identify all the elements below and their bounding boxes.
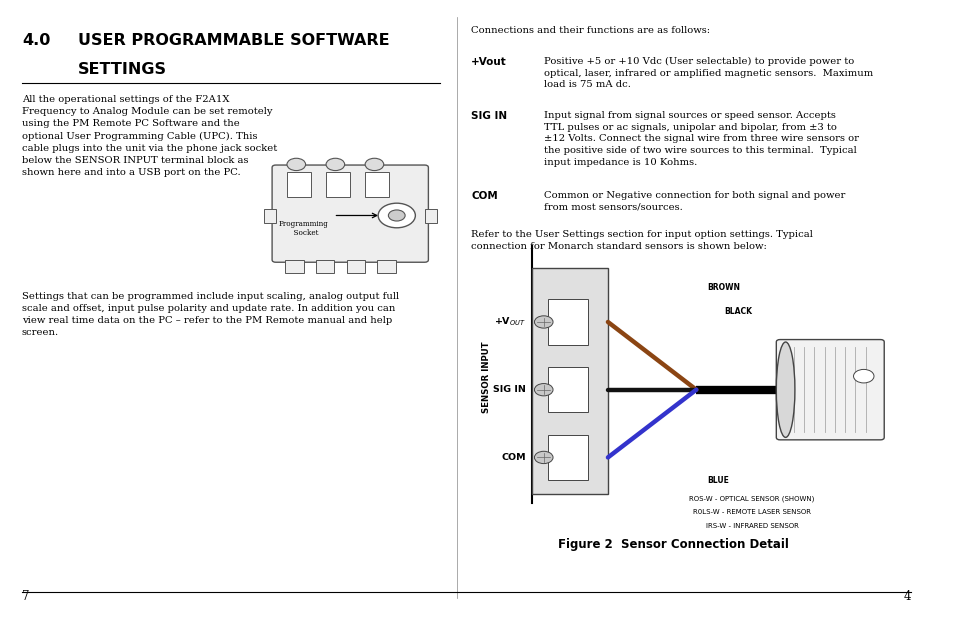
Text: Settings that can be programmed include input scaling, analog output full
scale : Settings that can be programmed include … xyxy=(22,292,398,337)
Text: BROWN: BROWN xyxy=(707,284,740,292)
Circle shape xyxy=(853,370,873,383)
Bar xyxy=(365,172,389,197)
Circle shape xyxy=(534,384,553,396)
Circle shape xyxy=(534,451,553,464)
Text: IRS-W - INFRARED SENSOR: IRS-W - INFRARED SENSOR xyxy=(705,523,798,528)
Bar xyxy=(424,210,436,223)
Circle shape xyxy=(388,210,405,221)
Bar xyxy=(548,435,587,480)
Bar xyxy=(285,260,303,273)
Text: BLUE: BLUE xyxy=(707,476,729,485)
Text: SETTINGS: SETTINGS xyxy=(77,62,167,77)
Text: All the operational settings of the F2A1X
Frequency to Analog Module can be set : All the operational settings of the F2A1… xyxy=(22,95,276,177)
Bar xyxy=(376,260,395,273)
Bar xyxy=(315,260,335,273)
Text: Programming
  Socket: Programming Socket xyxy=(278,220,329,237)
Ellipse shape xyxy=(776,342,794,438)
Text: SIG IN: SIG IN xyxy=(493,385,525,394)
Text: COM: COM xyxy=(471,191,497,201)
Circle shape xyxy=(534,316,553,328)
Circle shape xyxy=(326,158,344,171)
Bar xyxy=(287,172,311,197)
Text: 4.0: 4.0 xyxy=(22,33,51,48)
Bar xyxy=(346,260,365,273)
Text: Connections and their functions are as follows:: Connections and their functions are as f… xyxy=(471,26,710,35)
Text: Common or Negative connection for both signal and power
from most sensors/source: Common or Negative connection for both s… xyxy=(543,191,844,212)
Text: SIG IN: SIG IN xyxy=(471,111,507,121)
Text: +Vout: +Vout xyxy=(471,57,506,67)
Text: R0LS-W - REMOTE LASER SENSOR: R0LS-W - REMOTE LASER SENSOR xyxy=(693,509,810,515)
Text: ROS-W - OPTICAL SENSOR (SHOWN): ROS-W - OPTICAL SENSOR (SHOWN) xyxy=(689,496,814,502)
Text: Refer to the User Settings section for input option settings. Typical
connection: Refer to the User Settings section for i… xyxy=(471,231,812,251)
Bar xyxy=(531,268,607,494)
Text: Figure 2  Sensor Connection Detail: Figure 2 Sensor Connection Detail xyxy=(558,538,788,551)
Text: USER PROGRAMMABLE SOFTWARE: USER PROGRAMMABLE SOFTWARE xyxy=(77,33,389,48)
Circle shape xyxy=(287,158,305,171)
Text: COM: COM xyxy=(501,453,525,462)
Text: 4: 4 xyxy=(902,590,910,603)
Text: +V$_{OUT}$: +V$_{OUT}$ xyxy=(494,316,525,328)
Bar xyxy=(326,172,350,197)
Circle shape xyxy=(365,158,383,171)
Bar xyxy=(548,367,587,412)
Text: SENSOR INPUT: SENSOR INPUT xyxy=(482,342,491,413)
FancyBboxPatch shape xyxy=(272,165,428,262)
Bar xyxy=(548,299,587,345)
Bar xyxy=(263,210,275,223)
FancyBboxPatch shape xyxy=(776,339,883,440)
Circle shape xyxy=(377,203,415,228)
Text: BLACK: BLACK xyxy=(723,307,751,316)
Text: Positive +5 or +10 Vdc (User selectable) to provide power to
optical, laser, inf: Positive +5 or +10 Vdc (User selectable)… xyxy=(543,57,872,90)
Text: Input signal from signal sources or speed sensor. Accepts
TTL pulses or ac signa: Input signal from signal sources or spee… xyxy=(543,111,858,167)
Text: 7: 7 xyxy=(22,590,30,603)
